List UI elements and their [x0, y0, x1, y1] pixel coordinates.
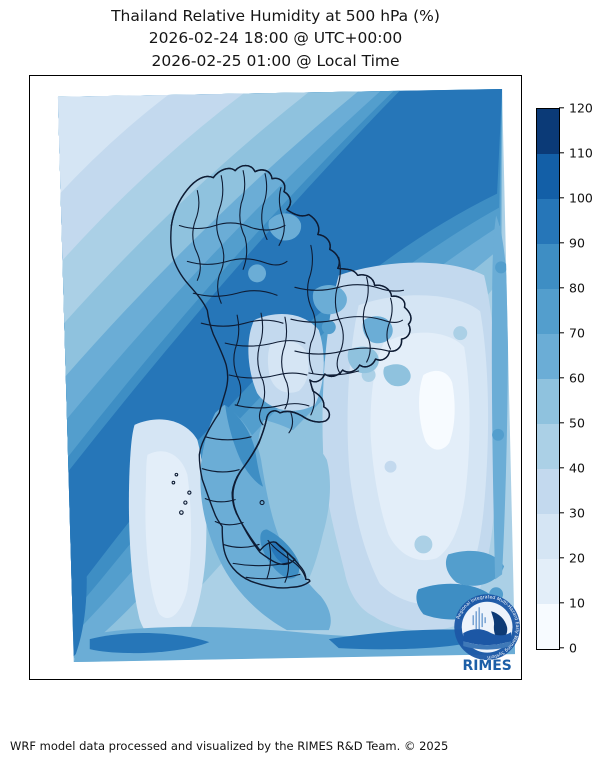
colorbar [536, 108, 560, 650]
contour-region [200, 404, 331, 631]
map-axes: Regional Integrated Multi-Hazard Early W… [29, 75, 522, 680]
colorbar-tick-mark [559, 197, 564, 199]
colorbar-tick-label: 120 [569, 100, 593, 116]
thailand-outline-south [267, 539, 307, 580]
rimes-logo-wave2 [463, 641, 512, 650]
colorbar-tick-label: 100 [569, 190, 593, 206]
colorbar-cell [537, 379, 559, 424]
contour-region [73, 622, 516, 663]
thailand-boundaries [170, 164, 412, 589]
figure-title: Thailand Relative Humidity at 500 hPa (%… [29, 5, 522, 72]
colorbar-tick-mark [559, 332, 564, 334]
contour-region [362, 316, 393, 344]
colorbar-tick-label: 50 [569, 415, 585, 431]
colorbar-tick-mark [559, 467, 564, 469]
colorbar-cell [537, 244, 559, 289]
colorbar-cell [537, 514, 559, 559]
colorbar-cell [537, 289, 559, 334]
rimes-logo-waveform [472, 607, 486, 634]
credit-caption: WRF model data processed and visualized … [10, 739, 449, 753]
colorbar-tick-label: 110 [569, 145, 593, 161]
contour-region [491, 215, 509, 580]
humidity-contour-map: Regional Integrated Multi-Hazard Early W… [57, 88, 520, 674]
colorbar-tick-mark [559, 647, 564, 649]
contour-region [145, 451, 192, 619]
colorbar-cell [537, 199, 559, 244]
colorbar-tick-label: 70 [569, 325, 585, 341]
colorbar-tick-label: 40 [569, 460, 585, 476]
thailand-outline-main [170, 164, 412, 589]
colorbar-ticks: 0 10 20 30 40 50 60 70 80 90 100 110 120 [559, 101, 605, 656]
title-line-local-time: 2026-02-25 01:00 @ Local Time [151, 51, 400, 70]
contour-field [57, 88, 516, 663]
rimes-logo-wordmark: RIMES [462, 658, 511, 674]
rimes-logo-figure [491, 611, 508, 642]
colorbar-tick-mark [559, 512, 564, 514]
contour-region [414, 535, 433, 554]
contour-region [89, 632, 210, 654]
contour-region [492, 428, 505, 441]
colorbar-tick-label: 80 [569, 280, 585, 296]
contour-region [225, 404, 264, 487]
colorbar-tick-mark [559, 422, 564, 424]
title-line-variable: Thailand Relative Humidity at 500 hPa (%… [111, 7, 440, 25]
contour-region [267, 340, 309, 393]
colorbar-tick-mark [559, 242, 564, 244]
rimes-logo: Regional Integrated Multi-Hazard Early W… [454, 594, 520, 674]
colorbar-tick-mark [559, 602, 564, 604]
contour-region [57, 93, 170, 196]
title-line-utc-time: 2026-02-24 18:00 @ UTC+00:00 [148, 29, 403, 48]
contour-region [312, 284, 347, 315]
colorbar-cell [537, 109, 559, 154]
colorbar-tick-label: 0 [569, 640, 577, 656]
colorbar-cell [537, 559, 559, 604]
colorbar-cell [537, 424, 559, 469]
colorbar-tick-label: 10 [569, 595, 585, 611]
colorbar-tick-mark [559, 557, 564, 559]
contour-region [248, 264, 267, 283]
contour-region [383, 364, 411, 387]
rimes-logo-wave [463, 629, 512, 646]
colorbar-tick-label: 20 [569, 550, 585, 566]
contour-region [321, 320, 336, 335]
colorbar-tick-label: 30 [569, 505, 585, 521]
contour-region [445, 550, 505, 586]
colorbar-tick-mark [559, 152, 564, 154]
colorbar-cell [537, 469, 559, 514]
colorbar-tick-mark [559, 377, 564, 379]
colorbar-tick-label: 60 [569, 370, 585, 386]
colorbar-cell [537, 604, 559, 649]
contour-region [347, 346, 379, 374]
colorbar-cell [537, 334, 559, 379]
colorbar-cell [537, 154, 559, 199]
contour-region [453, 326, 468, 341]
colorbar-tick-label: 90 [569, 235, 585, 251]
contour-region [384, 460, 397, 473]
colorbar-tick-mark [559, 287, 564, 289]
contour-region [419, 370, 455, 450]
colorbar-tick-mark [559, 107, 564, 109]
contour-region [495, 261, 508, 274]
